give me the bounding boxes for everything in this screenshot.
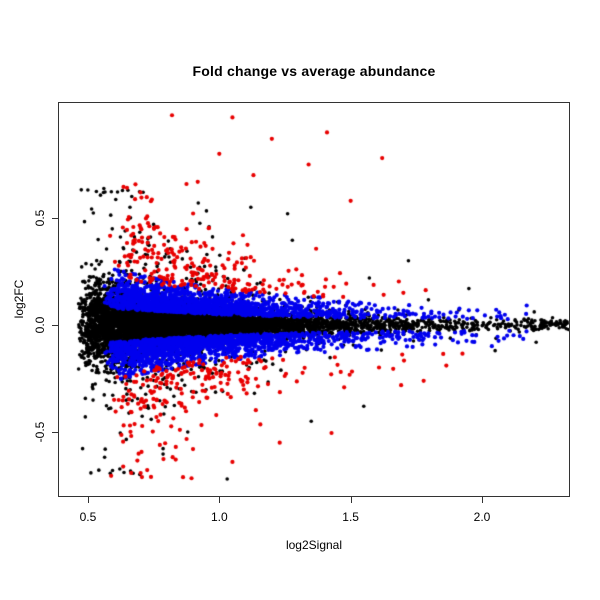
y-tick-label-text: 0.5 [33, 209, 47, 227]
y-tick-label-text: 0.0 [33, 316, 47, 334]
y-axis-tick [52, 324, 58, 326]
x-axis-tick [87, 497, 89, 503]
x-axis-tick [219, 497, 221, 503]
x-axis-label: log2Signal [285, 538, 343, 552]
x-tick-label: 1.0 [210, 510, 228, 524]
x-tick-label: 2.0 [473, 510, 491, 524]
x-axis-tick [350, 497, 352, 503]
y-tick-label-text: -0.5 [33, 421, 47, 443]
scatter-canvas [58, 102, 570, 497]
y-axis-tick [52, 431, 58, 433]
y-axis-tick [52, 217, 58, 219]
x-tick-label: 1.5 [342, 510, 359, 524]
chart-title: Fold change vs average abundance [192, 63, 436, 79]
x-tick-label: 0.5 [79, 510, 97, 524]
x-axis-tick [481, 497, 483, 503]
y-axis-label-text: log2FC [12, 279, 26, 319]
